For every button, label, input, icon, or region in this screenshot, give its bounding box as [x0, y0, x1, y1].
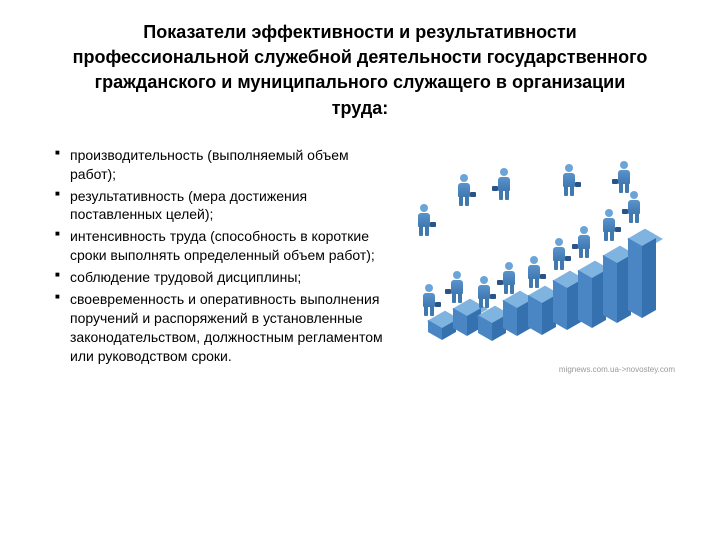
person-icon — [448, 271, 466, 303]
person-icon — [420, 284, 438, 316]
chart-bar — [630, 234, 660, 264]
bullet-item: производительность (выполняемый объем ра… — [55, 146, 390, 184]
bullet-item: соблюдение трудовой дисциплины; — [55, 268, 390, 287]
person-icon — [525, 256, 543, 288]
person-icon — [575, 226, 593, 258]
bullet-item: результативность (мера достижения постав… — [55, 187, 390, 225]
bullet-list: производительность (выполняемый объем ра… — [40, 146, 390, 369]
watermark-text: mignews.com.ua->novostey.com — [559, 365, 675, 374]
content-area: производительность (выполняемый объем ра… — [40, 146, 680, 369]
person-icon — [625, 191, 643, 223]
person-icon — [415, 204, 433, 236]
person-icon — [550, 238, 568, 270]
person-icon — [600, 209, 618, 241]
person-icon — [475, 276, 493, 308]
bullet-item: интенсивность труда (способность в корот… — [55, 227, 390, 265]
person-icon — [615, 161, 633, 193]
person-icon — [500, 262, 518, 294]
person-icon — [560, 164, 578, 196]
illustration: mignews.com.ua->novostey.com — [400, 156, 680, 366]
iso-scene — [400, 156, 680, 366]
person-icon — [455, 174, 473, 206]
bullet-item: своевременность и оперативность выполнен… — [55, 290, 390, 366]
slide-title: Показатели эффективности и результативно… — [40, 20, 680, 121]
person-icon — [495, 168, 513, 200]
